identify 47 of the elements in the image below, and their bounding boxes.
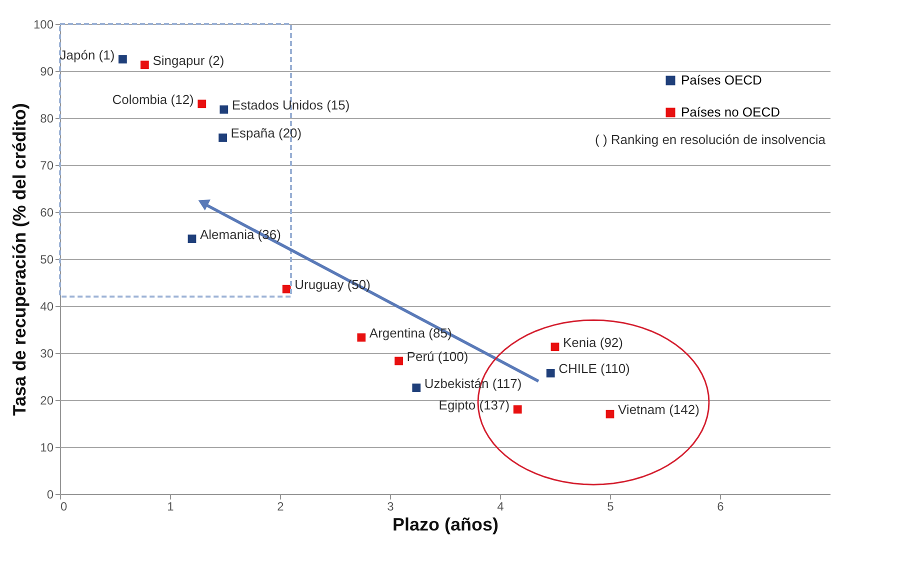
y-tick-label: 60 — [40, 206, 54, 220]
x-tick-label: 1 — [167, 500, 174, 514]
annotation: España (20) — [230, 126, 302, 141]
y-tick-label: 90 — [40, 64, 54, 78]
x-tick-label: 2 — [277, 500, 284, 514]
point — [550, 342, 560, 352]
y-tick-label: 50 — [40, 252, 54, 266]
point — [394, 356, 403, 366]
point — [357, 333, 366, 342]
point — [118, 55, 127, 64]
annotation: Perú (100) — [406, 348, 468, 364]
x-tick-label: 4 — [497, 500, 504, 514]
x-tick-label: 6 — [717, 500, 724, 514]
y-tick-label: 30 — [40, 346, 54, 360]
annotation: Estados Unidos (15) — [232, 98, 350, 113]
point — [218, 134, 227, 142]
annotation: Egipto (137) — [438, 397, 510, 412]
point — [198, 100, 206, 108]
annotation: CHILE (110) — [558, 361, 630, 376]
y-tick-label: 80 — [40, 112, 54, 126]
x-tick-label: 0 — [60, 500, 68, 514]
y-tick-label: 100 — [33, 18, 54, 32]
annotation: Vietnam (142) — [618, 402, 700, 418]
x-tick-label: 3 — [387, 500, 394, 514]
point — [546, 369, 555, 378]
annotation: Colombia (12) — [112, 92, 194, 107]
y-tick-label: 20 — [40, 394, 54, 408]
annotation: Japón (1) — [60, 47, 115, 62]
annotation: ( ) Ranking en resolución de insolvencia — [595, 132, 826, 147]
y-tick-label: 10 — [40, 440, 54, 454]
point — [188, 234, 196, 243]
legend-label: Países OECD — [681, 72, 762, 88]
point — [412, 384, 421, 392]
y-tick-label: 0 — [46, 488, 54, 502]
annotation: Kenia (92) — [563, 334, 623, 350]
point — [513, 405, 522, 414]
point — [606, 410, 614, 418]
y-tick-label: 40 — [40, 300, 54, 314]
y-axis-title: Tasa de recuperación (% del crédito) — [9, 103, 30, 416]
point — [140, 60, 149, 70]
point — [220, 105, 228, 114]
x-tick-label: 5 — [607, 500, 614, 514]
y-tick-label: 70 — [40, 158, 54, 172]
annotation: Singapur (2) — [152, 52, 224, 68]
x-axis-title: Plazo (años) — [392, 514, 499, 534]
legend-label: Países no OECD — [681, 104, 780, 120]
point — [282, 284, 291, 294]
